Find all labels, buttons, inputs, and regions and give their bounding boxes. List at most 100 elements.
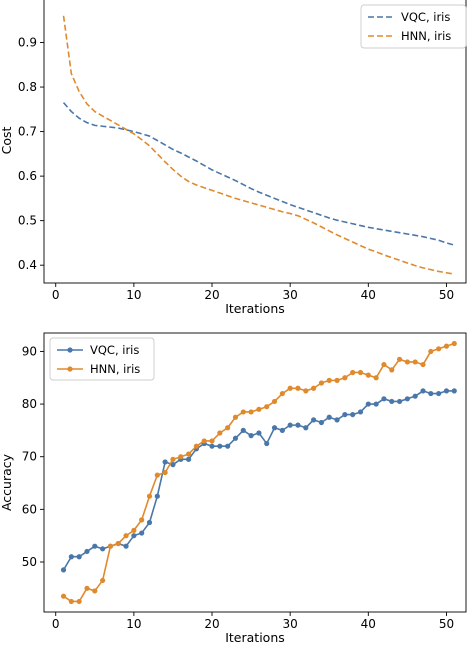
accuracy-data-point (76, 554, 82, 560)
accuracy-data-point (295, 385, 301, 391)
accuracy-data-point (412, 359, 418, 365)
accuracy-x-tick-label: 30 (283, 617, 298, 631)
accuracy-data-point (350, 411, 356, 418)
accuracy-series-hnn (60, 340, 457, 605)
cost-y-tick-label: 0.6 (18, 169, 37, 183)
accuracy-data-point (326, 414, 332, 420)
cost-x-tick-label: 20 (204, 288, 219, 302)
accuracy-data-point (232, 435, 239, 441)
accuracy-data-point (303, 425, 309, 431)
accuracy-data-point (84, 585, 90, 591)
accuracy-data-point (170, 462, 176, 468)
accuracy-data-point (248, 433, 254, 439)
cost-y-axis-label: Cost (0, 127, 14, 155)
accuracy-data-point (100, 577, 106, 584)
accuracy-x-tick-label: 10 (126, 617, 141, 631)
accuracy-x-tick-label: 40 (361, 617, 376, 631)
accuracy-data-point (139, 530, 145, 536)
accuracy-data-point (311, 417, 317, 423)
accuracy-plot-frame (43, 332, 467, 613)
accuracy-data-point (342, 375, 348, 381)
cost-x-tick-label: 30 (283, 288, 298, 302)
accuracy-data-point (154, 493, 160, 499)
accuracy-legend-marker (67, 366, 73, 372)
accuracy-data-point (303, 388, 309, 394)
accuracy-x-tick-label: 0 (52, 617, 60, 631)
accuracy-data-point (396, 356, 403, 362)
accuracy-data-point (381, 361, 387, 368)
accuracy-data-point (185, 456, 192, 462)
accuracy-data-point (404, 359, 410, 365)
accuracy-data-point (76, 598, 82, 605)
accuracy-data-point (271, 425, 278, 431)
accuracy-series-line (63, 342, 455, 603)
accuracy-data-point (92, 543, 98, 549)
accuracy-data-point (295, 422, 301, 428)
accuracy-legend-label: HNN, iris (90, 362, 140, 376)
accuracy-chart: 0 10 20 30 40 50 Iterations 50 60 70 80 90 Accuracy V… (0, 332, 467, 645)
accuracy-data-point (60, 593, 67, 599)
accuracy-y-tick-label: 90 (22, 344, 37, 358)
accuracy-data-point (217, 430, 223, 436)
accuracy-data-point (123, 533, 129, 539)
accuracy-data-point (162, 459, 168, 465)
accuracy-y-tick-label: 80 (22, 397, 37, 411)
accuracy-y-tick-label: 70 (22, 450, 37, 464)
accuracy-data-point (428, 348, 434, 355)
accuracy-y-axis-label: Accuracy (0, 453, 14, 511)
accuracy-data-point (334, 417, 340, 423)
accuracy-data-point (123, 543, 129, 549)
accuracy-data-point (131, 527, 137, 534)
cost-chart: 0 10 20 30 40 50 Iterations 0.4 0.5 0.6 0.7 0.8 0.9 C… (0, 0, 467, 316)
accuracy-data-point (420, 361, 426, 368)
accuracy-data-point (287, 385, 293, 391)
cost-y-tick-label: 0.8 (18, 80, 37, 94)
accuracy-x-tick-label: 20 (204, 617, 219, 631)
cost-x-tick-label: 10 (126, 288, 141, 302)
accuracy-data-point (334, 377, 340, 383)
cost-y-tick-label: 0.4 (18, 258, 37, 272)
accuracy-data-point (162, 469, 168, 476)
accuracy-data-point (92, 588, 98, 594)
accuracy-data-point (60, 567, 67, 573)
cost-x-tick-label: 0 (52, 288, 60, 302)
accuracy-data-point (287, 422, 293, 428)
accuracy-legend-label: VQC, iris (90, 343, 139, 357)
cost-series-hnn (62, 15, 455, 275)
accuracy-data-point (248, 409, 254, 415)
accuracy-data-point (279, 427, 285, 433)
accuracy-data-point (264, 404, 270, 410)
cost-series-line (62, 15, 455, 275)
cost-x-axis: 0 10 20 30 40 50 (52, 283, 454, 302)
accuracy-data-point (436, 390, 442, 397)
accuracy-data-point (381, 396, 387, 402)
accuracy-series-line (62, 390, 455, 571)
accuracy-data-point (279, 390, 285, 397)
cost-y-tick-label: 0.9 (18, 36, 37, 50)
accuracy-data-point (350, 369, 356, 376)
accuracy-data-point (443, 343, 450, 349)
cost-y-tick-label: 0.7 (18, 125, 37, 139)
accuracy-data-point (115, 540, 121, 547)
accuracy-data-point (68, 554, 74, 560)
accuracy-data-point (193, 443, 199, 449)
cost-y-tick-label: 0.5 (18, 214, 37, 228)
accuracy-data-point (209, 438, 215, 444)
accuracy-data-point (240, 409, 246, 415)
cost-x-axis-label: Iterations (225, 301, 285, 316)
accuracy-data-point (436, 346, 442, 352)
accuracy-data-point (131, 533, 137, 539)
cost-series-vqc (62, 102, 455, 246)
accuracy-data-point (178, 454, 184, 460)
cost-x-tick-label: 50 (439, 288, 454, 302)
accuracy-data-point (326, 377, 332, 383)
accuracy-data-point (240, 427, 246, 433)
accuracy-data-point (357, 409, 364, 415)
accuracy-data-point (107, 543, 114, 549)
accuracy-data-point (389, 398, 395, 405)
accuracy-data-point (311, 385, 317, 391)
accuracy-data-point (451, 340, 457, 347)
accuracy-data-point (185, 451, 192, 457)
accuracy-data-point (365, 372, 371, 378)
accuracy-y-tick-label: 50 (22, 555, 37, 569)
